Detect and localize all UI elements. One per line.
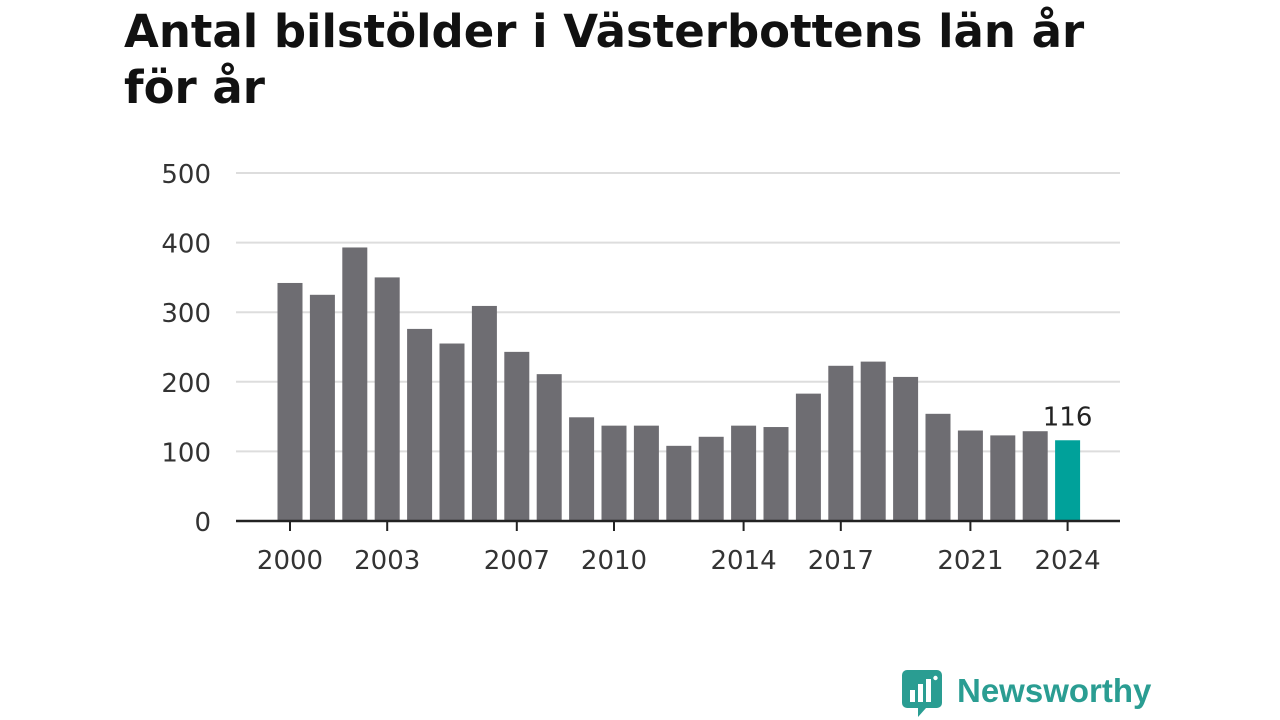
bar-2021: [957, 430, 983, 521]
bar-2022: [990, 435, 1016, 521]
bar-2008: [536, 374, 562, 521]
bar-2006: [471, 305, 497, 521]
bar-2009: [569, 417, 595, 521]
annotations: 116: [1043, 402, 1093, 432]
bar-2012: [666, 445, 692, 521]
bar-2010: [601, 425, 627, 521]
chart-title: Antal bilstölder i Västerbottens län år …: [124, 5, 1085, 114]
bar-2019: [893, 376, 919, 521]
bar-2024: [1055, 440, 1081, 521]
bars: [277, 247, 1081, 522]
bar-2007: [504, 351, 530, 521]
x-axis: [236, 519, 1120, 531]
bar-2015: [763, 427, 789, 521]
bar-2004: [407, 328, 433, 521]
bar-2003: [374, 277, 400, 521]
y-tick-label: 400: [161, 230, 211, 260]
y-axis-labels: 0 100 200 300 400 500: [161, 160, 211, 538]
x-tick-label: 2010: [581, 546, 647, 576]
y-tick-label: 100: [161, 438, 211, 468]
bar-2005: [439, 343, 465, 521]
bar-2023: [1022, 431, 1048, 521]
newsworthy-logo: Newsworthy: [902, 670, 1151, 720]
x-tick-label: 2003: [354, 546, 420, 576]
y-tick-label: 300: [161, 299, 211, 329]
gridlines: [236, 172, 1120, 453]
bar-2018: [860, 361, 886, 521]
bar-2014: [731, 425, 757, 521]
y-tick-label: 0: [194, 508, 211, 538]
x-tick-label: 2021: [937, 546, 1003, 576]
bar-2002: [342, 247, 368, 522]
x-tick-label: 2017: [808, 546, 874, 576]
bar-2000: [277, 282, 303, 521]
x-tick-label: 2007: [484, 546, 550, 576]
x-tick-label: 2024: [1035, 546, 1101, 576]
brand-name: Newsworthy: [957, 672, 1152, 709]
data-label-2024: 116: [1043, 402, 1093, 432]
x-axis-labels: 2000 2003 2007 2010 2014 2017 2021 2024: [257, 546, 1101, 576]
bar-2013: [698, 436, 724, 521]
y-tick-label: 500: [161, 160, 211, 190]
bar-2020: [925, 413, 951, 521]
bar-2001: [309, 294, 335, 521]
y-tick-label: 200: [161, 369, 211, 399]
bar-2017: [828, 365, 854, 521]
x-tick-label: 2000: [257, 546, 323, 576]
x-tick-label: 2014: [711, 546, 777, 576]
bar-2016: [795, 393, 821, 521]
bar-chart-speech-bubble-icon: [902, 670, 942, 717]
bar-2011: [633, 425, 659, 521]
